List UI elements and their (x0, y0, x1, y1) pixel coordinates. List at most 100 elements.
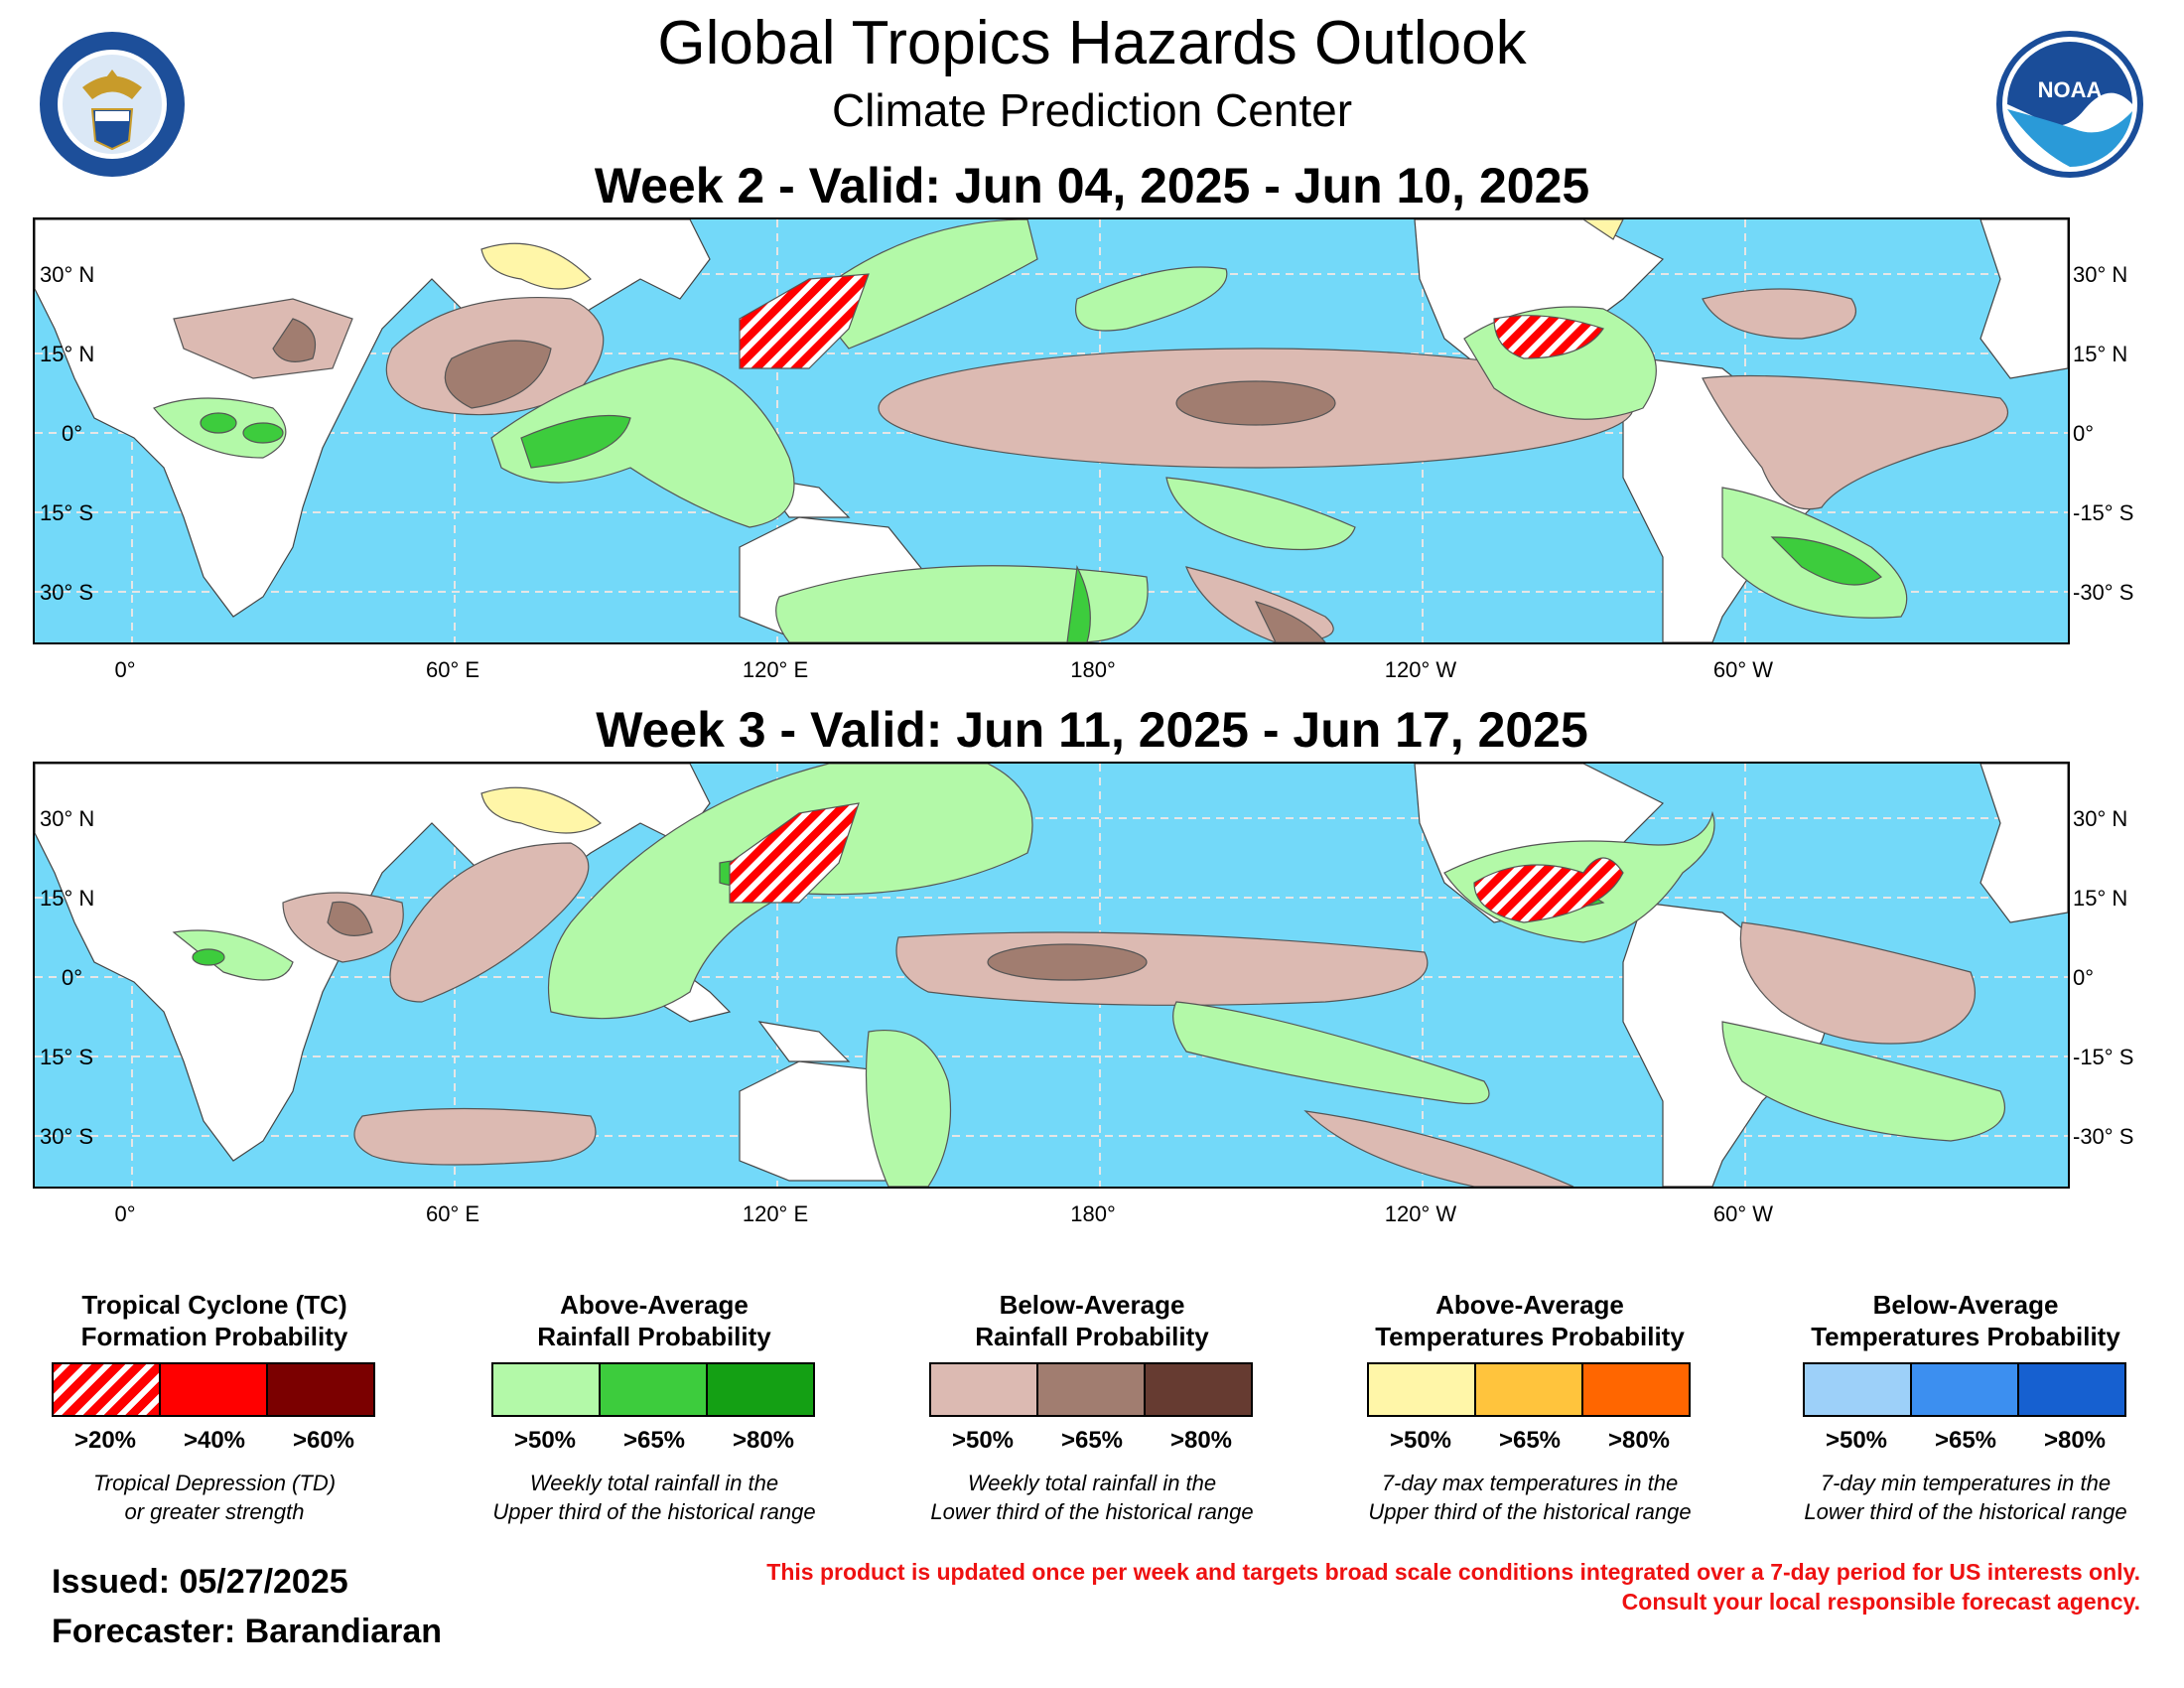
w2-lon-180: 180° (1070, 657, 1116, 682)
label-dry-65: >65% (1060, 1427, 1124, 1454)
noaa-logo: NOAA (1995, 30, 2144, 179)
w3-lat-0-right: 0° (2073, 965, 2095, 990)
legend-desc-line1: Weekly total rainfall in the (529, 1471, 779, 1495)
legend-title-line1: Below-Average (999, 1290, 1185, 1320)
w2-lat-0: 0° (62, 421, 83, 446)
week2-map (33, 217, 2070, 644)
swatch-cold-65 (1910, 1362, 2019, 1417)
w2-lon-60w: 60° W (1712, 657, 1774, 682)
w2-lat-30s-right: -30° S (2073, 580, 2134, 605)
swatch-tc-20 (52, 1362, 161, 1417)
week3-map (33, 762, 2070, 1189)
legend-below-rainfall: Below-Average Rainfall Probability >50% … (893, 1289, 1291, 1526)
legend-tc-formation: Tropical Cyclone (TC) Formation Probabil… (16, 1289, 413, 1526)
w3-lon-120e: 120° E (742, 1201, 809, 1226)
label-wet-65: >65% (622, 1427, 686, 1454)
w2-lat-15n-right: 15° N (2073, 342, 2128, 366)
w2-lon-120e: 120° E (742, 657, 809, 682)
legend-title-line1: Above-Average (1435, 1290, 1624, 1320)
w3-lon-60e: 60° E (425, 1201, 480, 1226)
legend-title-line2: Rainfall Probability (975, 1322, 1209, 1351)
w3-lon-0: 0° (114, 1201, 136, 1226)
swatch-tc-40 (159, 1362, 268, 1417)
page-title: Global Tropics Hazards Outlook (657, 9, 1527, 77)
w2-lon-0: 0° (114, 657, 136, 682)
w2-lon-120w: 120° W (1384, 657, 1457, 682)
swatch-warm-50 (1367, 1362, 1476, 1417)
swatch-warm-80 (1581, 1362, 1691, 1417)
legend-title-line1: Above-Average (560, 1290, 749, 1320)
w3-lat-15s-right: -15° S (2073, 1045, 2134, 1069)
w2-lat-0-right: 0° (2073, 421, 2095, 446)
w3-lat-30s: 30° S (40, 1124, 94, 1149)
label-warm-50: >50% (1389, 1427, 1452, 1454)
legend-desc-line1: Tropical Depression (TD) (92, 1471, 337, 1495)
label-dry-50: >50% (951, 1427, 1015, 1454)
legend-desc-line2: or greater strength (124, 1499, 305, 1524)
label-cold-50: >50% (1825, 1427, 1888, 1454)
w2-lat-15s-right: -15° S (2073, 500, 2134, 525)
swatch-dry-80 (1144, 1362, 1253, 1417)
w2-lat-15s: 15° S (40, 500, 94, 525)
w3-lat-15s: 15° S (40, 1045, 94, 1069)
swatch-wet-50 (491, 1362, 601, 1417)
w2-lat-15n: 15° N (40, 342, 95, 366)
legend-title-line2: Temperatures Probability (1811, 1322, 2120, 1351)
swatch-wet-65 (599, 1362, 708, 1417)
w3-lat-30s-right: -30° S (2073, 1124, 2134, 1149)
legend-title-line2: Rainfall Probability (537, 1322, 771, 1351)
w2-lon-60e: 60° E (425, 657, 480, 682)
legend-below-temperature: Below-Average Temperatures Probability >… (1767, 1289, 2164, 1526)
swatch-cold-80 (2017, 1362, 2126, 1417)
legend-title-line1: Below-Average (1872, 1290, 2059, 1320)
legend-title-line1: Tropical Cyclone (TC) (81, 1290, 347, 1320)
legend-desc-line1: Weekly total rainfall in the (967, 1471, 1217, 1495)
w3-lat-0: 0° (62, 965, 83, 990)
swatch-dry-65 (1036, 1362, 1146, 1417)
disclaimer-line1: This product is updated once per week an… (766, 1559, 2140, 1585)
w3-lat-15n: 15° N (40, 886, 95, 911)
label-wet-50: >50% (513, 1427, 577, 1454)
week3-title: Week 3 - Valid: Jun 11, 2025 - Jun 17, 2… (596, 702, 1588, 758)
w3-lat-15n-right: 15° N (2073, 886, 2128, 911)
label-warm-65: >65% (1498, 1427, 1562, 1454)
label-tc-60: >60% (292, 1427, 355, 1454)
swatch-tc-60 (266, 1362, 375, 1417)
legend-desc-line2: Lower third of the historical range (930, 1499, 1254, 1524)
issued-date: Issued: 05/27/2025 (52, 1563, 348, 1601)
w3-lon-180: 180° (1070, 1201, 1116, 1226)
swatch-wet-80 (706, 1362, 815, 1417)
disclaimer-line2: Consult your local responsible forecast … (1621, 1589, 2140, 1615)
noaa-logo-text: NOAA (2037, 77, 2103, 102)
legend-desc-line2: Upper third of the historical range (1368, 1499, 1692, 1524)
w3-lon-120w: 120° W (1384, 1201, 1457, 1226)
w3-lat-30n-right: 30° N (2073, 806, 2128, 831)
w2-lat-30n-right: 30° N (2073, 262, 2128, 287)
legend-desc-line2: Lower third of the historical range (1804, 1499, 2127, 1524)
label-warm-80: >80% (1607, 1427, 1671, 1454)
w2-lat-30s: 30° S (40, 580, 94, 605)
label-cold-65: >65% (1934, 1427, 1997, 1454)
legend-desc-line1: 7-day min temperatures in the (1820, 1471, 2112, 1495)
w3-lon-60w: 60° W (1712, 1201, 1774, 1226)
commerce-seal-logo (38, 30, 187, 179)
legend-title-line2: Temperatures Probability (1375, 1322, 1685, 1351)
label-dry-80: >80% (1169, 1427, 1233, 1454)
label-tc-20: >20% (73, 1427, 137, 1454)
swatch-warm-65 (1474, 1362, 1583, 1417)
forecaster-name: Forecaster: Barandiaran (52, 1613, 443, 1650)
legend-above-temperature: Above-Average Temperatures Probability >… (1331, 1289, 1728, 1526)
swatch-dry-50 (929, 1362, 1038, 1417)
page-subtitle: Climate Prediction Center (831, 84, 1353, 136)
w3-lat-30n: 30° N (40, 806, 95, 831)
legend-desc-line1: 7-day max temperatures in the (1381, 1471, 1679, 1495)
swatch-cold-50 (1803, 1362, 1912, 1417)
label-tc-40: >40% (183, 1427, 246, 1454)
w2-lat-30n: 30° N (40, 262, 95, 287)
label-wet-80: >80% (732, 1427, 795, 1454)
label-cold-80: >80% (2043, 1427, 2107, 1454)
legend-title-line2: Formation Probability (80, 1322, 348, 1351)
legend-above-rainfall: Above-Average Rainfall Probability >50% … (456, 1289, 853, 1526)
week2-title: Week 2 - Valid: Jun 04, 2025 - Jun 10, 2… (594, 158, 1590, 213)
legend-desc-line2: Upper third of the historical range (492, 1499, 816, 1524)
